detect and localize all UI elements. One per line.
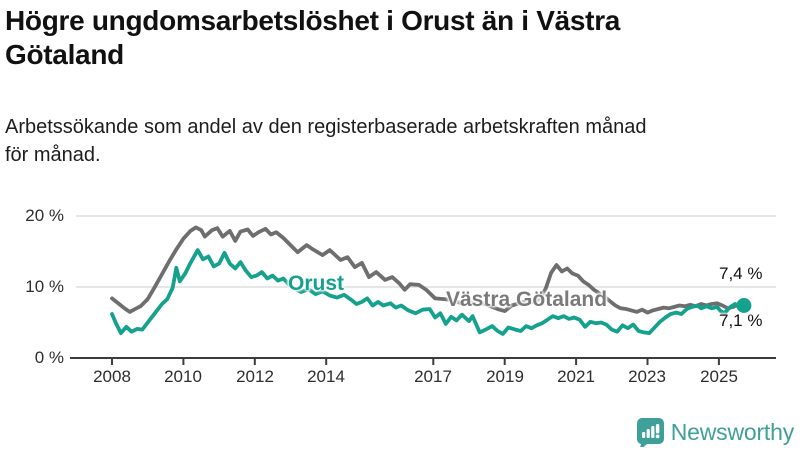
x-axis-label-2021: 2021 bbox=[557, 367, 595, 386]
newsworthy-logo[interactable]: Newsworthy bbox=[636, 418, 794, 447]
x-axis-label-2012: 2012 bbox=[236, 367, 274, 386]
series-label-vastra-gotaland: Västra Götaland bbox=[446, 288, 608, 311]
y-axis-label-10: 10 % bbox=[25, 277, 64, 296]
x-axis-label-2019: 2019 bbox=[486, 367, 524, 386]
series-line-v-stra-g-taland bbox=[110, 225, 746, 315]
chart-subtitle: Arbetssökande som andel av den registerb… bbox=[5, 114, 795, 169]
x-axis-label-2014: 2014 bbox=[307, 367, 345, 386]
series-line-orust bbox=[110, 248, 746, 336]
title-line-1: Högre ungdomsarbetslöshet i Orust än i V… bbox=[5, 5, 621, 36]
title-line-2: Götaland bbox=[5, 38, 124, 70]
x-axis-label-2025: 2025 bbox=[700, 367, 738, 386]
end-value-label-vastra-gotaland: 7,1 % bbox=[719, 311, 763, 330]
series-label-orust: Orust bbox=[288, 272, 345, 295]
y-axis-label-0: 0 % bbox=[34, 348, 64, 367]
x-axis-label-2008: 2008 bbox=[93, 367, 131, 386]
end-value-label-orust: 7,4 % bbox=[719, 264, 763, 283]
y-axis-label-20: 20 % bbox=[25, 206, 64, 225]
subtitle-line-1: Arbetssökande som andel av den registerb… bbox=[5, 116, 647, 138]
newsworthy-logo-text: Newsworthy bbox=[670, 419, 794, 445]
newsworthy-logo-icon bbox=[636, 418, 664, 447]
series-end-dot bbox=[736, 298, 752, 313]
x-axis-label-2017: 2017 bbox=[414, 367, 452, 386]
subtitle-line-2: för månad. bbox=[5, 143, 101, 166]
x-axis-label-2023: 2023 bbox=[628, 367, 666, 386]
page-title: Högre ungdomsarbetslöshet i Orust än i V… bbox=[5, 4, 785, 71]
x-axis-label-2010: 2010 bbox=[164, 367, 202, 386]
